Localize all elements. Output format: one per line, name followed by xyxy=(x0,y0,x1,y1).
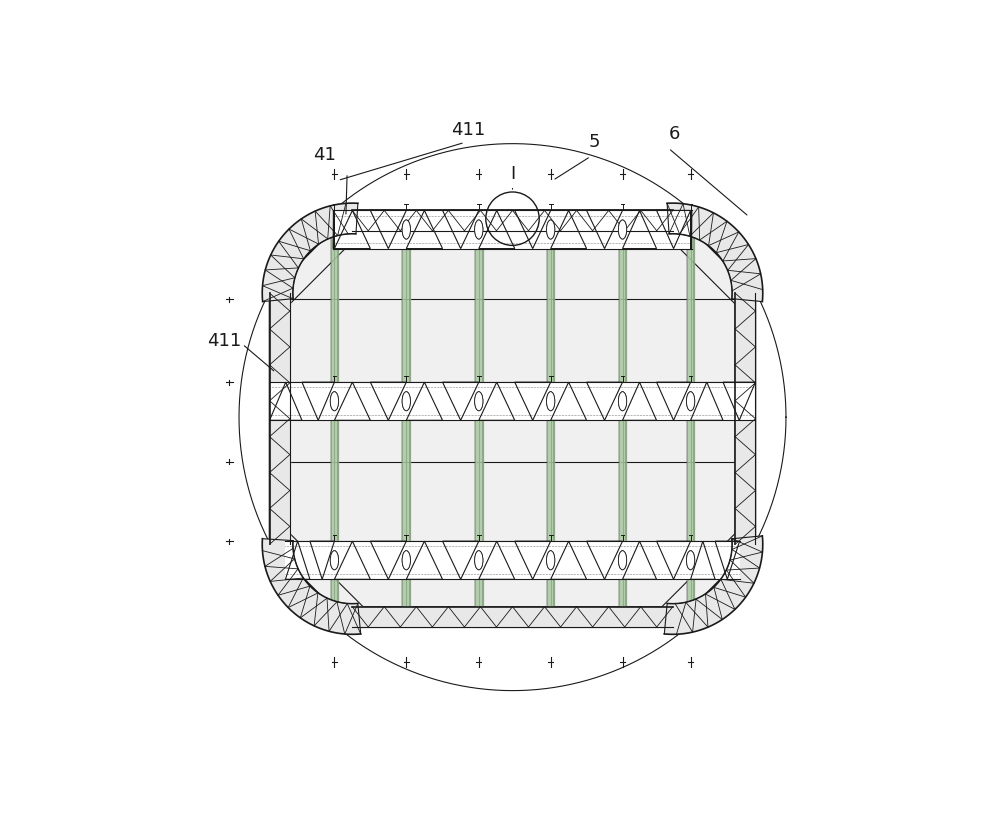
Polygon shape xyxy=(262,539,361,634)
Polygon shape xyxy=(664,536,763,634)
Ellipse shape xyxy=(547,220,555,239)
Ellipse shape xyxy=(618,220,627,239)
FancyBboxPatch shape xyxy=(285,541,740,579)
Ellipse shape xyxy=(618,392,627,411)
FancyBboxPatch shape xyxy=(333,211,692,249)
Ellipse shape xyxy=(330,551,339,570)
Ellipse shape xyxy=(618,551,627,570)
Ellipse shape xyxy=(330,392,339,411)
Ellipse shape xyxy=(402,551,410,570)
Ellipse shape xyxy=(547,392,555,411)
Polygon shape xyxy=(262,203,358,301)
Ellipse shape xyxy=(402,392,410,411)
FancyBboxPatch shape xyxy=(270,382,755,420)
Ellipse shape xyxy=(475,220,483,239)
Ellipse shape xyxy=(475,551,483,570)
Ellipse shape xyxy=(402,220,410,239)
Ellipse shape xyxy=(547,392,555,411)
PathPatch shape xyxy=(270,211,755,627)
Text: 5: 5 xyxy=(588,133,600,151)
Ellipse shape xyxy=(686,392,695,411)
Ellipse shape xyxy=(686,551,695,570)
Ellipse shape xyxy=(618,220,627,239)
Text: 41: 41 xyxy=(313,146,336,164)
Polygon shape xyxy=(667,203,763,301)
Text: I: I xyxy=(510,165,515,183)
Ellipse shape xyxy=(547,220,555,239)
Ellipse shape xyxy=(547,551,555,570)
Ellipse shape xyxy=(402,551,410,570)
Ellipse shape xyxy=(547,551,555,570)
Ellipse shape xyxy=(686,551,695,570)
Text: 411: 411 xyxy=(207,332,241,349)
Ellipse shape xyxy=(475,220,483,239)
Text: 411: 411 xyxy=(451,121,485,139)
Ellipse shape xyxy=(618,392,627,411)
Ellipse shape xyxy=(402,392,410,411)
Ellipse shape xyxy=(475,392,483,411)
Ellipse shape xyxy=(618,551,627,570)
Ellipse shape xyxy=(475,392,483,411)
Ellipse shape xyxy=(686,392,695,411)
Text: 6: 6 xyxy=(669,125,680,143)
Ellipse shape xyxy=(330,551,339,570)
Ellipse shape xyxy=(402,220,410,239)
Ellipse shape xyxy=(475,551,483,570)
Ellipse shape xyxy=(330,392,339,411)
